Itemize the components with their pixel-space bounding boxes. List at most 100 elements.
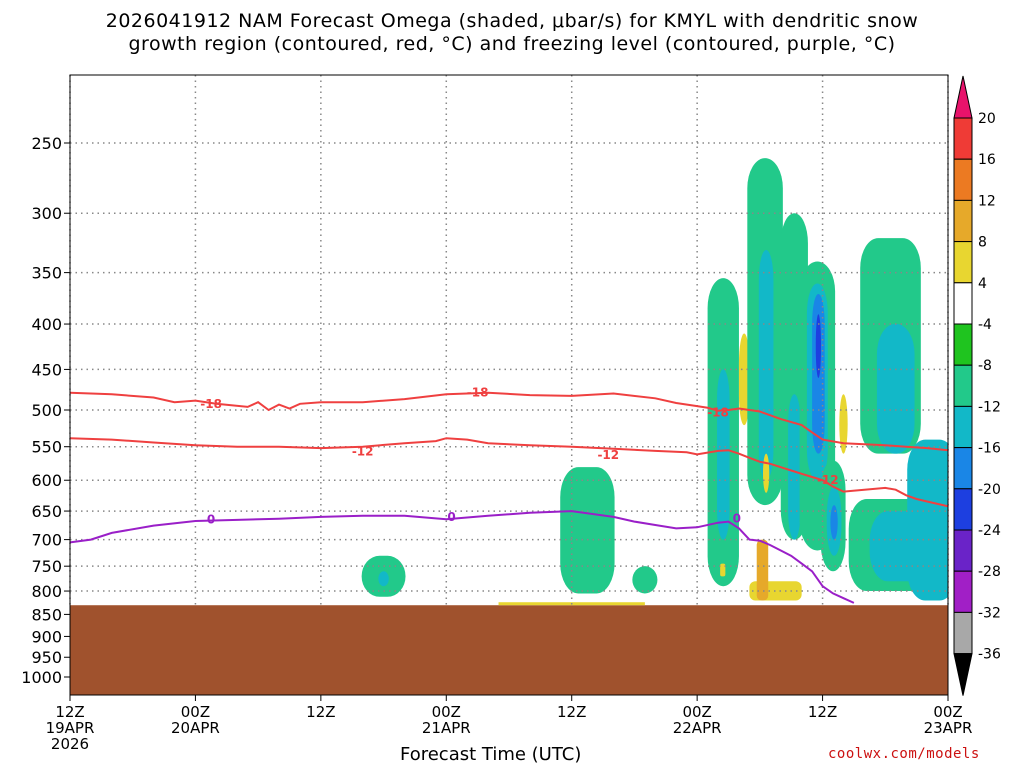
contour-label-1-2: -12 xyxy=(817,473,839,487)
omega-cell-7 xyxy=(738,333,750,426)
colorbar-box-6 xyxy=(953,364,973,407)
colorbar-bottom-arrow xyxy=(953,653,973,696)
x-tick-label-84-0: 00Z xyxy=(933,703,962,721)
colorbar-label-2: 12 xyxy=(978,193,996,209)
plot-frame xyxy=(69,74,949,696)
colorbar-label-4: 4 xyxy=(978,276,987,292)
y-tick-label-450: 450 xyxy=(31,360,62,379)
colorbar-label-6: -8 xyxy=(978,358,992,374)
colorbar-label-7: -12 xyxy=(978,399,1001,415)
colorbar-label-10: -24 xyxy=(978,523,1001,539)
x-tick-label-84-1: 23APR xyxy=(924,719,973,737)
x-tick-label-24-0: 12Z xyxy=(306,703,335,721)
contour-label-2-2: 0 xyxy=(733,512,741,526)
contour-line-2 xyxy=(70,510,855,604)
y-tick-label-850: 850 xyxy=(31,605,62,624)
plot-border xyxy=(69,74,949,696)
colorbar: 20 16 12 8 4 -4 -8 -12 -16 -20 -24 -28 -32 -36 xyxy=(953,75,1001,696)
y-tick-label-800: 800 xyxy=(31,582,62,601)
x-tick-label-36-1: 21APR xyxy=(422,719,471,737)
omega-cell-4 xyxy=(632,566,658,594)
omega-cell-6 xyxy=(717,369,730,540)
colorbar-top-arrow xyxy=(953,75,973,119)
colorbar-box-12 xyxy=(953,611,973,655)
omega-shading xyxy=(361,158,948,601)
contour-label-0-2: -18 xyxy=(707,405,729,419)
y-tick-label-250: 250 xyxy=(31,134,62,153)
contour-line-1 xyxy=(70,437,948,508)
x-tick-label-48-0: 12Z xyxy=(557,703,586,721)
colorbar-box-0 xyxy=(953,117,973,160)
chart-title-line1: 2026041912 NAM Forecast Omega (shaded, μ… xyxy=(105,10,919,32)
omega-cell-positive-core xyxy=(756,539,769,601)
y-tick-label-500: 500 xyxy=(31,401,62,420)
contour-line-0 xyxy=(70,391,948,452)
contour-label-1-0: -12 xyxy=(352,445,374,459)
colorbar-box-10 xyxy=(953,529,973,572)
omega-cell-9 xyxy=(758,249,774,481)
x-tick-label-0-0: 12Z xyxy=(55,703,84,721)
y-tick-label-900: 900 xyxy=(31,627,62,646)
chart-title: 2026041912 NAM Forecast Omega (shaded, μ… xyxy=(0,10,1024,56)
omega-cell-positive-small xyxy=(720,563,726,577)
colorbar-box-5 xyxy=(953,323,973,366)
colorbar-label-11: -28 xyxy=(978,564,1001,580)
x-tick-label-72-0: 12Z xyxy=(808,703,837,721)
colorbar-label-12: -32 xyxy=(978,605,1001,621)
colorbar-box-2 xyxy=(953,199,973,243)
omega-cell-16 xyxy=(815,314,822,378)
omega-cell-20 xyxy=(830,505,838,540)
colorbar-box-1 xyxy=(953,158,973,201)
colorbar-box-11 xyxy=(953,570,973,613)
contour-label-0-1: -18 xyxy=(467,386,489,400)
contour-label-2-0: 0 xyxy=(207,512,215,526)
y-tick-label-750: 750 xyxy=(31,557,62,576)
credit-link[interactable]: coolwx.com/models xyxy=(828,746,980,762)
y-tick-label-1000: 1000 xyxy=(21,668,62,687)
chart-title-line2: growth region (contoured, red, °C) and f… xyxy=(128,33,896,55)
ground-fill xyxy=(70,605,948,695)
contour-label-2-1: 0 xyxy=(447,510,455,524)
colorbar-box-9 xyxy=(953,488,973,531)
terrain-ground xyxy=(70,602,948,695)
colorbar-box-8 xyxy=(953,447,973,490)
y-axis-ticks: 250 300 350 400 450 500 550 600 650 700 750 800 850 9… xyxy=(21,134,70,687)
omega-cell-17 xyxy=(839,394,848,454)
colorbar-label-13: -36 xyxy=(978,647,1001,663)
x-tick-label-12-1: 20APR xyxy=(171,719,220,737)
x-tick-label-60-0: 00Z xyxy=(682,703,711,721)
colorbar-label-3: 8 xyxy=(978,235,987,251)
y-tick-label-700: 700 xyxy=(31,531,62,550)
y-tick-label-950: 950 xyxy=(31,648,62,667)
x-tick-label-12-0: 00Z xyxy=(181,703,210,721)
x-tick-label-0-1: 19APR xyxy=(46,719,95,737)
x-axis-label: Forecast Time (UTC) xyxy=(400,744,582,765)
y-tick-label-600: 600 xyxy=(31,471,62,490)
colorbar-label-1: 16 xyxy=(978,152,996,168)
x-tick-label-60-1: 22APR xyxy=(673,719,722,737)
omega-cell-22 xyxy=(876,324,915,454)
y-tick-label-300: 300 xyxy=(31,204,62,223)
y-tick-label-650: 650 xyxy=(31,502,62,521)
omega-cell-10 xyxy=(762,453,770,493)
contour-lines: -18 -18 -18 -12 -12 -12 0 0 0 xyxy=(70,386,948,604)
colorbar-label-8: -16 xyxy=(978,441,1001,457)
contour-label-1-1: -12 xyxy=(597,448,619,462)
colorbar-label-0: 20 xyxy=(978,111,996,127)
omega-cell-26 xyxy=(914,453,944,582)
omega-cell-1 xyxy=(378,571,389,587)
colorbar-label-5: -4 xyxy=(978,317,992,333)
y-tick-label-400: 400 xyxy=(31,315,62,334)
colorbar-label-9: -20 xyxy=(978,482,1001,498)
contour-label-0-0: -18 xyxy=(200,397,222,411)
colorbar-box-7 xyxy=(953,405,973,449)
grid-lines xyxy=(69,75,949,606)
x-tick-label-36-0: 00Z xyxy=(432,703,461,721)
colorbar-box-4 xyxy=(953,282,973,325)
y-tick-label-550: 550 xyxy=(31,438,62,457)
x-tick-label-0-2: 2026 xyxy=(51,735,89,753)
omega-cell-12 xyxy=(788,394,801,540)
y-tick-label-350: 350 xyxy=(31,264,62,283)
